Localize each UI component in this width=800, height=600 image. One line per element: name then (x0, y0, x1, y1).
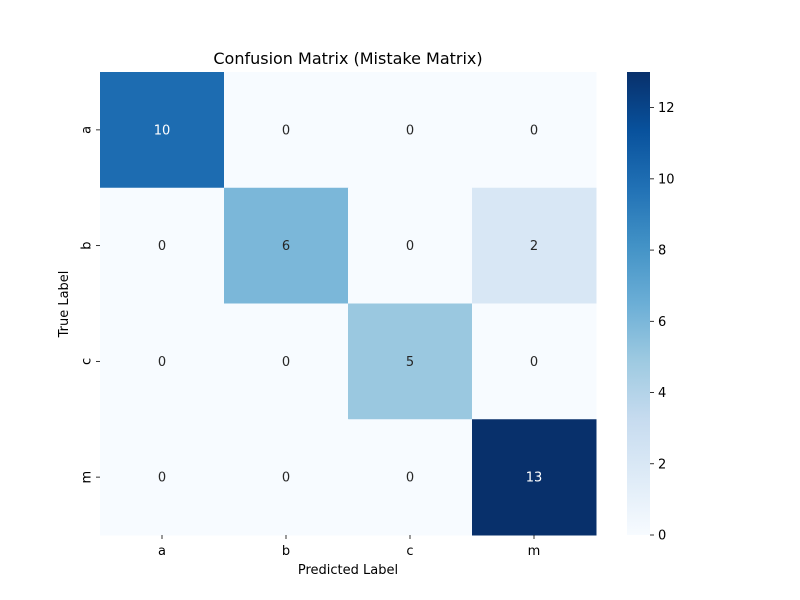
x-axis-label: Predicted Label (298, 563, 398, 578)
colorbar-tick-label: 2 (658, 457, 666, 472)
cell-value-label: 0 (158, 239, 166, 254)
cell-value-label: 0 (530, 123, 538, 138)
colorbar-tick-label: 10 (658, 172, 675, 187)
x-tick-label: b (282, 544, 290, 559)
colorbar-tick-label: 0 (658, 529, 666, 544)
chart-title: Confusion Matrix (Mistake Matrix) (213, 49, 482, 68)
cell-value-label: 0 (158, 471, 166, 486)
heatmap-cell (472, 187, 597, 304)
cell-value-label: 0 (530, 355, 538, 370)
heatmap-cell (100, 72, 225, 189)
colorbar-tick-label: 4 (658, 386, 666, 401)
heatmap-cell (224, 187, 349, 304)
cell-value-label: 10 (154, 123, 171, 138)
y-axis-label: True Label (57, 271, 72, 339)
heatmap-cell (348, 72, 473, 189)
cell-value-label: 13 (526, 471, 543, 486)
cell-value-label: 0 (282, 355, 290, 370)
colorbar-tick-label: 6 (658, 315, 666, 330)
y-tick-label: m (80, 471, 95, 484)
cell-value-label: 0 (406, 123, 414, 138)
cell-value-label: 0 (282, 123, 290, 138)
heatmap-cell (348, 187, 473, 304)
cell-value-label: 5 (406, 355, 414, 370)
heatmap-cell (348, 419, 473, 536)
heatmap-cell (100, 187, 225, 304)
cell-value-label: 0 (282, 471, 290, 486)
y-axis: a b c m (80, 126, 100, 484)
cell-value-label: 6 (282, 239, 290, 254)
heatmap-cell (472, 419, 597, 536)
cell-value-label: 0 (406, 471, 414, 486)
colorbar-tick-label: 12 (658, 101, 675, 116)
colorbar-tick-label: 8 (658, 244, 666, 259)
y-tick-label: a (80, 126, 95, 134)
x-tick-label: c (406, 544, 413, 559)
heatmap-cell (224, 419, 349, 536)
heatmap-cell (100, 303, 225, 420)
heatmap-cell (224, 303, 349, 420)
heatmap-cells: 10 0 0 0 0 6 0 2 0 0 5 0 0 0 0 13 (100, 72, 597, 536)
heatmap-cell (100, 419, 225, 536)
cell-value-label: 2 (530, 239, 538, 254)
x-tick-label: a (158, 544, 166, 559)
colorbar-axis: 0 2 4 6 8 10 12 (650, 101, 675, 544)
cell-value-label: 0 (406, 239, 414, 254)
heatmap-cell (224, 72, 349, 189)
heatmap-cell (472, 303, 597, 420)
heatmap-cell (472, 72, 597, 189)
colorbar (627, 72, 650, 535)
y-tick-label: c (80, 358, 95, 365)
heatmap-cell (348, 303, 473, 420)
y-tick-label: b (80, 241, 95, 249)
cell-value-label: 0 (158, 355, 166, 370)
x-tick-label: m (528, 544, 541, 559)
